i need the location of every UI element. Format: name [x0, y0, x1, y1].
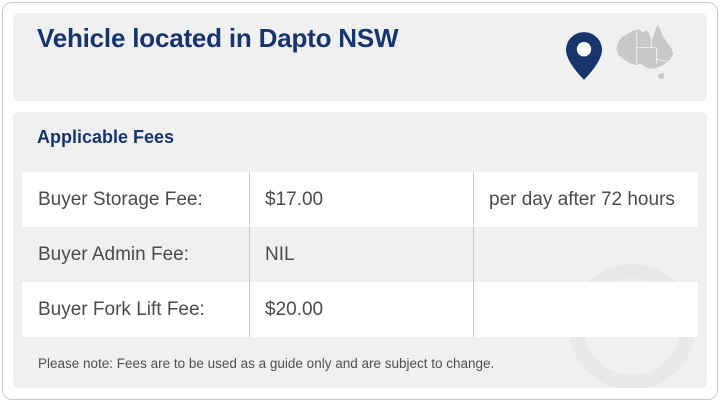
fee-value: $20.00	[265, 298, 324, 320]
fee-condition	[473, 227, 698, 282]
fees-title: Applicable Fees	[37, 127, 175, 147]
table-row-storage-fee: Buyer Storage Fee: $17.00 per day after …	[22, 172, 698, 227]
table-row-forklift-fee: Buyer Fork Lift Fee: $20.00	[22, 282, 698, 337]
fees-note: Please note: Fees are to be used as a gu…	[38, 355, 495, 371]
fee-condition	[473, 282, 698, 337]
column-divider	[473, 172, 474, 337]
column-divider	[249, 172, 250, 337]
australia-map-icon	[614, 21, 690, 94]
fees-section: Applicable Fees Buyer Storage Fee: $17.0…	[13, 112, 707, 388]
location-header: Vehicle located in Dapto NSW	[13, 13, 707, 101]
page-title: Vehicle located in Dapto NSW	[37, 23, 399, 53]
fee-value: $17.00	[265, 188, 324, 210]
location-pin-icon	[566, 28, 602, 87]
fee-label: Buyer Fork Lift Fee:	[38, 298, 205, 320]
fee-condition: per day after 72 hours	[489, 188, 675, 210]
fee-value: NIL	[265, 243, 295, 265]
fee-label: Buyer Admin Fee:	[38, 243, 190, 265]
fee-label: Buyer Storage Fee:	[38, 188, 203, 210]
table-row-admin-fee: Buyer Admin Fee: NIL	[22, 227, 698, 282]
fees-table: Buyer Storage Fee: $17.00 per day after …	[22, 172, 698, 337]
header-icons	[566, 13, 690, 101]
